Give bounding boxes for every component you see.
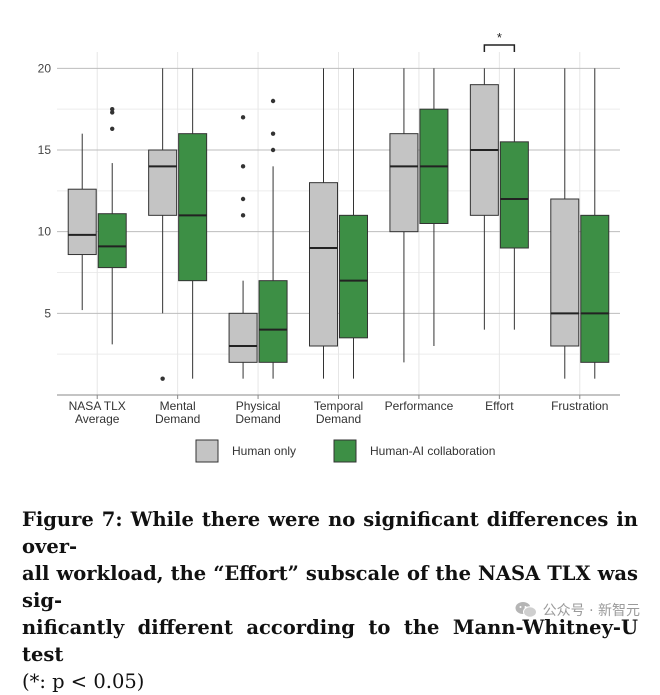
box-human-ai xyxy=(178,68,208,379)
box-human-only xyxy=(228,115,258,379)
box-iqr xyxy=(148,149,178,216)
outlier-point xyxy=(240,115,246,120)
outlier-point xyxy=(240,213,246,218)
caption-stat-note: (*: p < 0.05) xyxy=(22,670,145,693)
y-tick-label: 15 xyxy=(38,143,52,157)
outlier-point xyxy=(160,376,165,381)
box-human-ai xyxy=(258,98,288,379)
box-iqr xyxy=(499,141,529,249)
x-tick-label: NASA TLX xyxy=(69,399,126,413)
watermark: 公众号 · 新智元 xyxy=(515,600,640,620)
x-tick-label: Demand xyxy=(316,412,361,426)
x-tick-label: Temporal xyxy=(314,399,363,413)
outlier-point xyxy=(240,164,246,169)
outlier-point xyxy=(110,126,115,131)
x-tick-label: Frustration xyxy=(551,399,608,413)
box-iqr xyxy=(389,133,419,233)
plot-area xyxy=(67,68,610,381)
box-iqr xyxy=(580,214,610,363)
y-axis: 5 10 15 20 xyxy=(38,61,52,320)
x-axis: NASA TLXAverageMentalDemandPhysicalDeman… xyxy=(57,394,620,426)
box-human-only xyxy=(550,68,580,379)
caption-line: all workload, the “Effort” subscale of t… xyxy=(22,562,638,612)
box-human-only xyxy=(148,68,178,381)
legend-label: Human only xyxy=(232,444,296,458)
x-tick-label: Demand xyxy=(235,412,280,426)
outlier-point xyxy=(110,106,115,112)
outlier-point xyxy=(270,147,276,153)
x-tick-label: Physical xyxy=(236,399,281,413)
outlier-point xyxy=(270,131,276,136)
x-tick-label: Demand xyxy=(155,412,200,426)
box-iqr xyxy=(228,312,258,363)
gridlines xyxy=(57,52,620,395)
box-iqr xyxy=(309,182,338,347)
box-iqr xyxy=(550,198,580,347)
box-iqr xyxy=(67,188,97,256)
x-tick-label: Effort xyxy=(485,399,514,413)
box-human-ai xyxy=(97,106,127,345)
legend: Human only Human-AI collaboration xyxy=(195,439,495,463)
box-human-only xyxy=(309,68,338,379)
wechat-icon xyxy=(515,602,537,618)
legend-swatch xyxy=(333,439,357,463)
x-tick-label: Mental xyxy=(160,399,196,413)
y-tick-label: 5 xyxy=(44,306,51,320)
box-human-only xyxy=(469,68,499,330)
box-human-ai xyxy=(339,68,368,379)
legend-label: Human-AI collaboration xyxy=(370,444,495,458)
box-iqr xyxy=(178,133,208,282)
y-tick-label: 20 xyxy=(38,61,52,75)
box-iqr xyxy=(339,214,368,339)
box-human-ai xyxy=(499,68,529,330)
outlier-point xyxy=(240,196,246,202)
legend-swatch xyxy=(195,439,219,463)
box-human-ai xyxy=(580,68,610,379)
box-human-ai xyxy=(419,68,449,346)
watermark-text: 公众号 · 新智元 xyxy=(542,603,640,619)
x-tick-label: Average xyxy=(75,412,120,426)
outlier-point xyxy=(270,98,276,104)
box-iqr xyxy=(258,280,288,363)
box-human-only xyxy=(389,68,419,363)
significance-annotation: * xyxy=(483,30,516,52)
caption-line: nificantly different according to the Ma… xyxy=(22,616,638,666)
box-iqr xyxy=(97,213,127,269)
outlier-point xyxy=(110,110,115,115)
box-human-only xyxy=(67,133,97,311)
x-tick-label: Performance xyxy=(385,399,454,413)
figure-caption: Figure 7: While there were no significan… xyxy=(22,506,638,695)
caption-line: Figure 7: While there were no significan… xyxy=(22,508,638,558)
y-tick-label: 10 xyxy=(38,225,52,239)
significance-star: * xyxy=(497,30,502,45)
significance-bracket xyxy=(483,44,516,52)
